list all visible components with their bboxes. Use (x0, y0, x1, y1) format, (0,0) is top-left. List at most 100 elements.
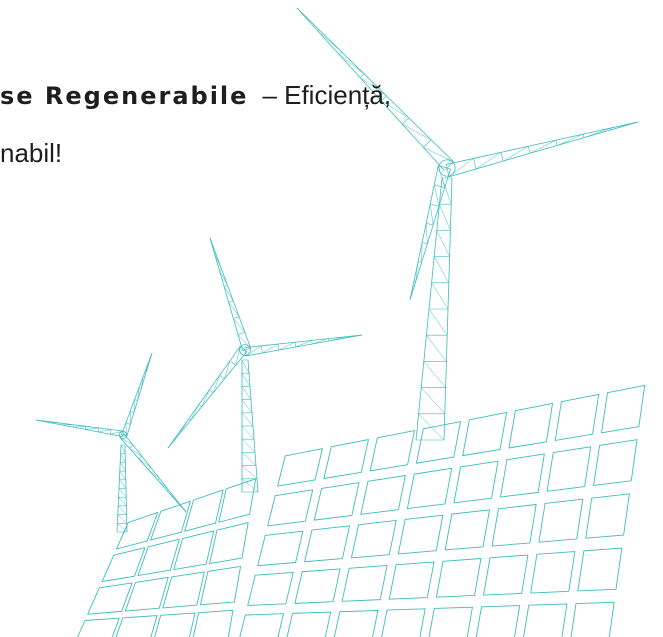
art-line (433, 256, 450, 283)
art-line (48, 421, 61, 426)
solar-cell (77, 617, 120, 637)
solar-cell (341, 565, 388, 602)
art-line (431, 282, 449, 310)
solar-cell (546, 446, 592, 492)
art-line (214, 253, 222, 270)
art-line (188, 404, 200, 420)
art-line (421, 387, 445, 414)
art-line (256, 478, 259, 493)
art-line (429, 184, 435, 205)
art-line (134, 399, 138, 401)
art-line (179, 418, 189, 435)
art-line (110, 429, 112, 435)
art-line (119, 479, 127, 489)
art-line (431, 256, 435, 283)
art-line (360, 77, 387, 97)
art-line (432, 206, 440, 226)
art-line (229, 346, 241, 362)
solar-cell (304, 525, 351, 563)
art-line (138, 458, 151, 468)
art-line (473, 158, 477, 169)
art-line (312, 338, 329, 345)
solar-cell (369, 430, 415, 472)
art-line (229, 360, 236, 366)
art-line (278, 346, 296, 351)
solar-cell (350, 520, 397, 559)
art-line (426, 335, 447, 362)
art-line (415, 261, 419, 282)
art-line (129, 447, 143, 457)
art-line (126, 424, 131, 437)
turbine-hub (438, 159, 456, 177)
art-line (250, 399, 253, 413)
art-line (475, 152, 502, 170)
art-line (255, 465, 258, 479)
art-line (86, 425, 99, 429)
art-line (98, 427, 112, 430)
art-line (227, 285, 234, 302)
art-line (61, 422, 74, 426)
art-line (237, 332, 245, 335)
art-line (140, 376, 144, 389)
solar-cell (530, 551, 576, 594)
art-line (119, 437, 130, 449)
solar-cell (435, 558, 482, 598)
solar-cell (428, 606, 473, 637)
art-line (242, 347, 251, 352)
art-line (232, 300, 240, 317)
art-line (117, 523, 128, 533)
art-line (610, 121, 639, 129)
art-line (141, 456, 152, 468)
art-line (198, 404, 202, 407)
art-line (254, 452, 257, 466)
solar-cell (257, 530, 304, 567)
art-line (423, 139, 432, 148)
art-line (60, 424, 74, 428)
art-line (294, 342, 296, 348)
art-line (228, 300, 234, 303)
art-line (228, 302, 234, 319)
art-line (125, 411, 131, 423)
art-line (157, 479, 169, 490)
art-line (148, 467, 151, 470)
art-line (380, 100, 403, 125)
art-line (241, 478, 259, 493)
solar-cell (500, 453, 545, 498)
art-line (434, 184, 445, 188)
art-line (421, 242, 423, 263)
art-line (415, 413, 419, 441)
art-line (238, 316, 246, 333)
art-line (138, 458, 149, 470)
art-line (428, 308, 448, 336)
art-line (167, 433, 179, 449)
art-line (402, 117, 410, 125)
solar-cell (277, 448, 323, 487)
solar-cell (124, 576, 169, 612)
art-line (241, 412, 254, 427)
solar-cell (313, 482, 360, 521)
art-line (429, 203, 434, 226)
art-line (137, 388, 142, 401)
art-line (448, 256, 450, 283)
art-line (221, 269, 228, 286)
solar-cell (87, 582, 133, 615)
art-line (441, 177, 452, 205)
art-line (142, 364, 149, 377)
solar-cell (239, 613, 284, 637)
art-line (434, 184, 440, 207)
solar-cell (554, 393, 600, 441)
art-line (224, 365, 236, 380)
art-line (317, 31, 342, 53)
art-line (245, 352, 263, 357)
art-line (438, 187, 446, 207)
art-line (119, 433, 125, 438)
headline-line-2: nabil! (0, 138, 63, 168)
solar-cell (593, 439, 638, 486)
art-line (438, 165, 451, 170)
art-line (556, 133, 584, 146)
art-line (528, 146, 531, 154)
solar-cell (570, 601, 615, 637)
art-line (85, 427, 99, 430)
art-line (252, 425, 255, 440)
art-line (223, 286, 230, 303)
